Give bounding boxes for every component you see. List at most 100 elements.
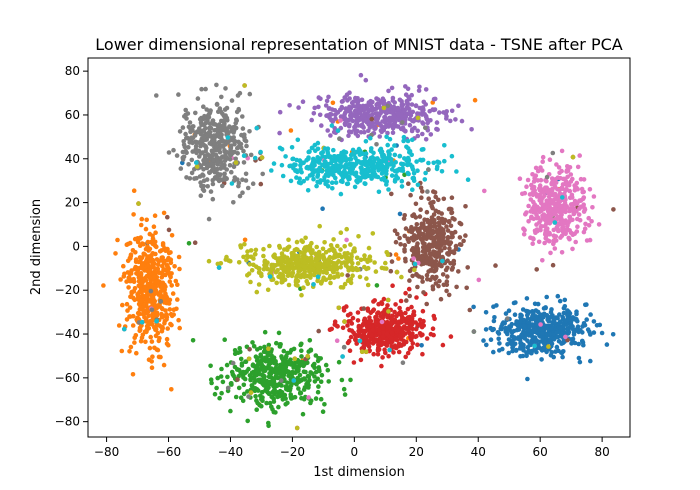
data-point xyxy=(238,145,244,151)
data-point xyxy=(528,197,534,202)
data-point xyxy=(333,112,338,118)
data-point xyxy=(325,164,330,169)
data-point xyxy=(420,131,425,137)
data-point xyxy=(530,192,536,198)
data-point xyxy=(537,186,542,191)
data-point xyxy=(241,382,247,388)
data-point xyxy=(513,300,518,305)
data-point xyxy=(436,220,442,225)
data-point xyxy=(414,248,419,253)
data-point xyxy=(307,378,312,383)
data-point xyxy=(434,266,439,272)
data-point xyxy=(385,107,391,113)
data-point xyxy=(320,246,326,252)
data-point xyxy=(347,122,352,127)
data-point xyxy=(549,350,555,355)
data-point xyxy=(139,298,145,303)
data-point xyxy=(132,340,137,345)
data-point xyxy=(567,317,572,322)
data-point xyxy=(574,229,580,234)
data-point xyxy=(392,143,397,148)
data-point xyxy=(367,324,372,330)
data-point xyxy=(524,184,529,189)
data-point xyxy=(396,321,401,327)
data-point xyxy=(521,329,526,335)
data-point xyxy=(407,116,413,122)
data-point xyxy=(306,256,311,261)
data-point xyxy=(340,354,345,359)
data-point xyxy=(271,399,277,404)
data-point xyxy=(544,349,549,355)
data-point xyxy=(433,208,439,214)
data-point xyxy=(132,297,137,303)
data-point xyxy=(445,274,450,279)
data-point xyxy=(243,359,249,365)
data-point xyxy=(297,391,303,396)
data-point xyxy=(413,201,419,207)
data-point xyxy=(419,275,425,280)
data-point xyxy=(577,198,582,203)
data-point xyxy=(548,250,553,256)
data-point xyxy=(330,186,335,191)
data-point xyxy=(342,95,348,100)
data-point xyxy=(578,328,583,333)
data-point xyxy=(493,263,498,268)
data-point xyxy=(380,355,385,360)
data-point xyxy=(543,236,548,241)
data-point xyxy=(140,311,146,317)
data-point xyxy=(159,306,165,311)
data-point xyxy=(424,336,430,341)
data-point xyxy=(316,328,322,334)
data-point xyxy=(360,113,366,119)
data-point xyxy=(262,263,268,269)
data-point xyxy=(570,326,576,332)
data-point xyxy=(544,331,549,337)
data-point xyxy=(417,214,423,219)
data-point xyxy=(254,289,260,295)
data-point xyxy=(558,235,563,240)
data-point xyxy=(379,301,385,307)
data-point xyxy=(247,347,252,352)
data-point xyxy=(345,313,351,318)
data-point xyxy=(320,409,326,415)
data-point xyxy=(439,263,444,269)
data-point xyxy=(241,391,247,397)
data-point xyxy=(420,308,426,314)
data-point xyxy=(364,162,370,168)
data-point xyxy=(545,317,550,323)
data-point xyxy=(305,281,311,287)
data-point xyxy=(362,158,368,163)
data-point xyxy=(402,213,408,218)
data-point xyxy=(173,278,179,284)
data-point xyxy=(552,212,557,217)
data-point xyxy=(242,237,248,243)
data-point xyxy=(348,242,353,247)
y-tick-label: −20 xyxy=(55,283,80,297)
data-point xyxy=(277,130,282,136)
data-point xyxy=(407,293,413,299)
data-point xyxy=(200,128,206,133)
data-point xyxy=(399,184,405,189)
data-point xyxy=(137,283,143,289)
data-point xyxy=(316,95,322,100)
data-point xyxy=(558,333,563,339)
data-point xyxy=(211,133,217,138)
data-point xyxy=(339,99,345,104)
data-point xyxy=(538,224,544,230)
data-point xyxy=(185,111,191,116)
data-point xyxy=(407,97,412,102)
data-point xyxy=(577,217,583,223)
data-point xyxy=(326,256,332,262)
data-point xyxy=(343,150,349,155)
data-point xyxy=(238,243,243,248)
data-point xyxy=(355,318,361,323)
data-point xyxy=(202,153,208,159)
data-point xyxy=(571,211,576,217)
data-point xyxy=(147,345,153,351)
data-point xyxy=(374,314,379,320)
data-point xyxy=(432,276,438,282)
data-point xyxy=(562,200,568,206)
data-point xyxy=(297,158,303,164)
data-point xyxy=(178,166,184,171)
data-point xyxy=(360,151,366,156)
